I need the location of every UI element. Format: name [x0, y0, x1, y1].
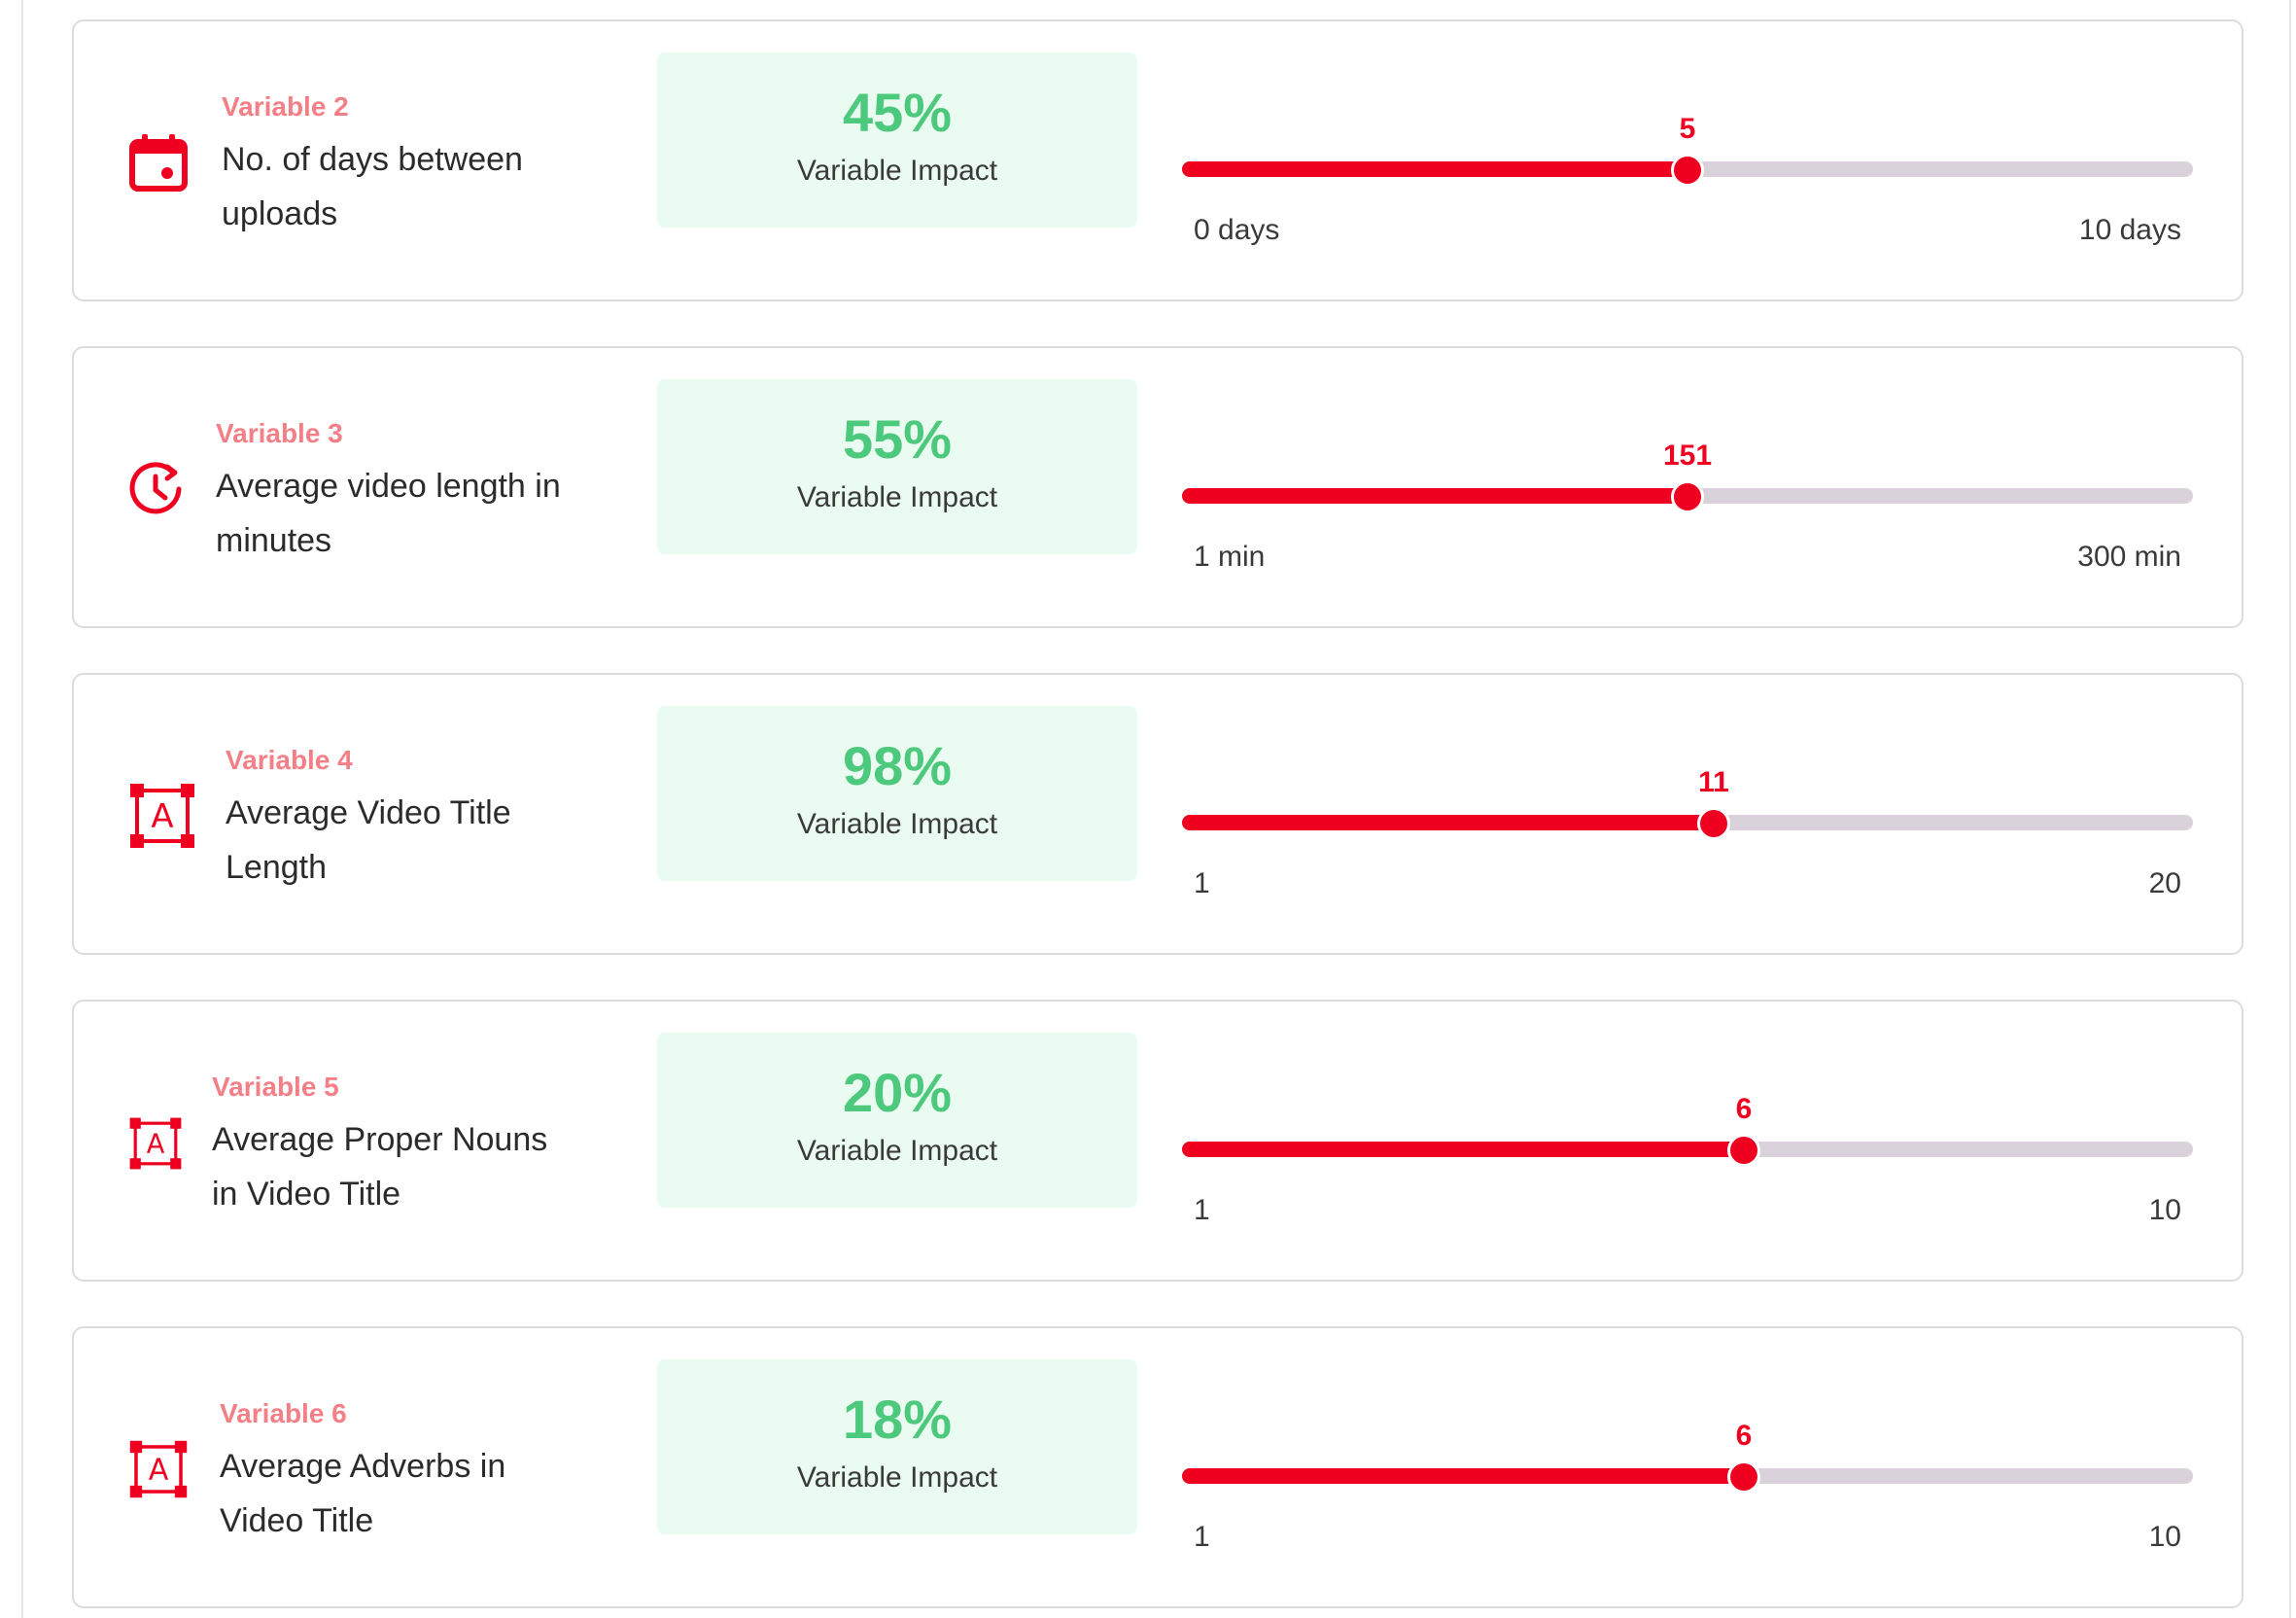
impact-value: 18% [842, 1389, 953, 1450]
variable-name: Average video length in minutes [216, 468, 561, 559]
variable-card: Variable 2 No. of days between uploads 4… [72, 19, 2244, 301]
slider-max-label: 10 [2148, 1521, 2181, 1553]
value-slider[interactable]: 6 1 10 [1182, 1377, 2193, 1553]
variable-name: Average Adverbs in Video Title [220, 1448, 506, 1539]
slider-value: 5 [1679, 113, 1696, 145]
calendar-icon [128, 132, 189, 193]
slider-max-label: 10 days [2078, 214, 2181, 246]
svg-text:A: A [151, 797, 173, 836]
impact-box: 20% Variable Impact [657, 1033, 1137, 1208]
slider-thumb[interactable] [1697, 807, 1730, 840]
slider-max-label: 20 [2148, 867, 2181, 899]
impact-value: 55% [842, 408, 953, 470]
variable-label: Variable 5 [212, 1072, 339, 1102]
impact-caption: Variable Impact [796, 1135, 998, 1167]
left-divider [21, 0, 23, 1618]
slider-fill [1182, 161, 1687, 177]
clock-history-icon [126, 459, 187, 519]
variable-name: Average Video Title Length [226, 794, 511, 886]
impact-caption: Variable Impact [796, 155, 998, 187]
variable-card: A Variable 5 Average Proper Nouns in Vid… [72, 1000, 2244, 1282]
slider-thumb[interactable] [1727, 1134, 1760, 1167]
variable-card: A Variable 4 Average Video Title Length … [72, 673, 2244, 955]
slider-fill [1182, 815, 1714, 830]
slider-min-label: 1 [1194, 1521, 1210, 1553]
impact-value: 98% [842, 735, 953, 796]
impact-box: 18% Variable Impact [657, 1359, 1137, 1534]
variable-card: Variable 3 Average video length in minut… [72, 346, 2244, 628]
slider-min-label: 1 [1194, 1194, 1210, 1226]
impact-value: 45% [842, 82, 953, 143]
text-frame-icon: A [128, 1116, 183, 1171]
variable-label: Variable 4 [226, 745, 353, 775]
slider-max-label: 300 min [2077, 541, 2181, 573]
impact-box: 45% Variable Impact [657, 53, 1137, 228]
slider-value: 6 [1735, 1093, 1753, 1125]
variable-card: A Variable 6 Average Adverbs in Video Ti… [72, 1326, 2244, 1608]
value-slider[interactable]: 11 1 20 [1182, 723, 2193, 899]
slider-min-label: 1 [1194, 867, 1210, 899]
impact-caption: Variable Impact [796, 481, 998, 513]
slider-value: 6 [1735, 1420, 1753, 1452]
slider-thumb[interactable] [1671, 480, 1704, 513]
value-slider[interactable]: 151 1 min 300 min [1182, 397, 2193, 573]
impact-caption: Variable Impact [796, 1461, 998, 1494]
value-slider[interactable]: 5 0 days 10 days [1182, 70, 2193, 246]
variable-name: Average Proper Nouns in Video Title [212, 1121, 548, 1213]
slider-fill [1182, 488, 1687, 504]
variable-label: Variable 6 [220, 1398, 347, 1428]
slider-value: 151 [1662, 440, 1713, 472]
impact-box: 55% Variable Impact [657, 379, 1137, 554]
slider-value: 11 [1698, 766, 1729, 798]
impact-box: 98% Variable Impact [657, 706, 1137, 881]
impact-value: 20% [842, 1062, 953, 1123]
variable-label: Variable 3 [216, 418, 343, 448]
svg-text:A: A [149, 1454, 169, 1488]
slider-min-label: 1 min [1194, 541, 1266, 573]
slider-thumb[interactable] [1727, 1460, 1760, 1494]
variable-label: Variable 2 [222, 91, 349, 122]
text-frame-icon: A [128, 782, 196, 850]
slider-max-label: 10 [2148, 1194, 2181, 1226]
value-slider[interactable]: 6 1 10 [1182, 1050, 2193, 1226]
slider-thumb[interactable] [1671, 154, 1704, 187]
slider-min-label: 0 days [1194, 214, 1280, 246]
impact-caption: Variable Impact [796, 808, 998, 840]
slider-fill [1182, 1468, 1744, 1484]
text-frame-icon: A [128, 1439, 189, 1499]
svg-text:A: A [147, 1130, 165, 1160]
scrollbar-track[interactable] [2289, 0, 2291, 1618]
variable-name: No. of days between uploads [222, 141, 523, 232]
slider-fill [1182, 1142, 1744, 1157]
